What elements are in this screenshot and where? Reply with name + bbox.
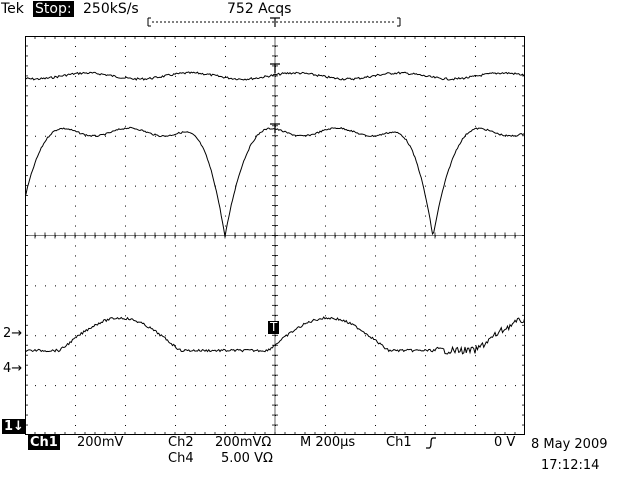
date-readout: 8 May 2009 [531,437,608,452]
trace-ch2-top [25,71,525,81]
ch4-scale: 5.00 VΩ [221,451,273,466]
graticule-grid [25,36,525,435]
waveform-display [25,36,525,435]
run-state-badge: Stop: [33,1,74,17]
trigger-t-marker-upper-icon [270,63,280,73]
ch2-scale: 200mVΩ [215,435,272,450]
trigger-level: 0 V [494,435,516,450]
ch4-ground-marker: 4→ [3,361,23,376]
ch1-label: Ch1 [28,435,60,450]
trigger-t-marker-lower-icon [270,123,280,133]
ch2-ground-marker: 2→ [3,326,23,341]
time-readout: 17:12:14 [541,458,600,473]
ch1-scale: 200mV [77,435,124,450]
rising-edge-icon [426,437,436,449]
trigger-position-icon [270,17,280,27]
sample-rate-label: 250kS/s [83,1,139,17]
acquisition-count: 752 Acqs [227,1,292,17]
trigger-markers [270,63,280,133]
ch2-label: Ch2 [168,435,194,450]
status-bar: Tek Stop: 250kS/s 752 Acqs [0,0,640,20]
record-bracket [147,17,401,27]
ch1-ground-marker: 1↓ [2,419,26,434]
brand-label: Tek [1,1,24,17]
trigger-level-marker-icon: T [268,320,280,334]
timebase: M 200µs [300,435,356,450]
trace-ch4-bottom [25,316,525,355]
ch4-label: Ch4 [168,451,194,466]
trigger-source: Ch1 [386,435,412,450]
